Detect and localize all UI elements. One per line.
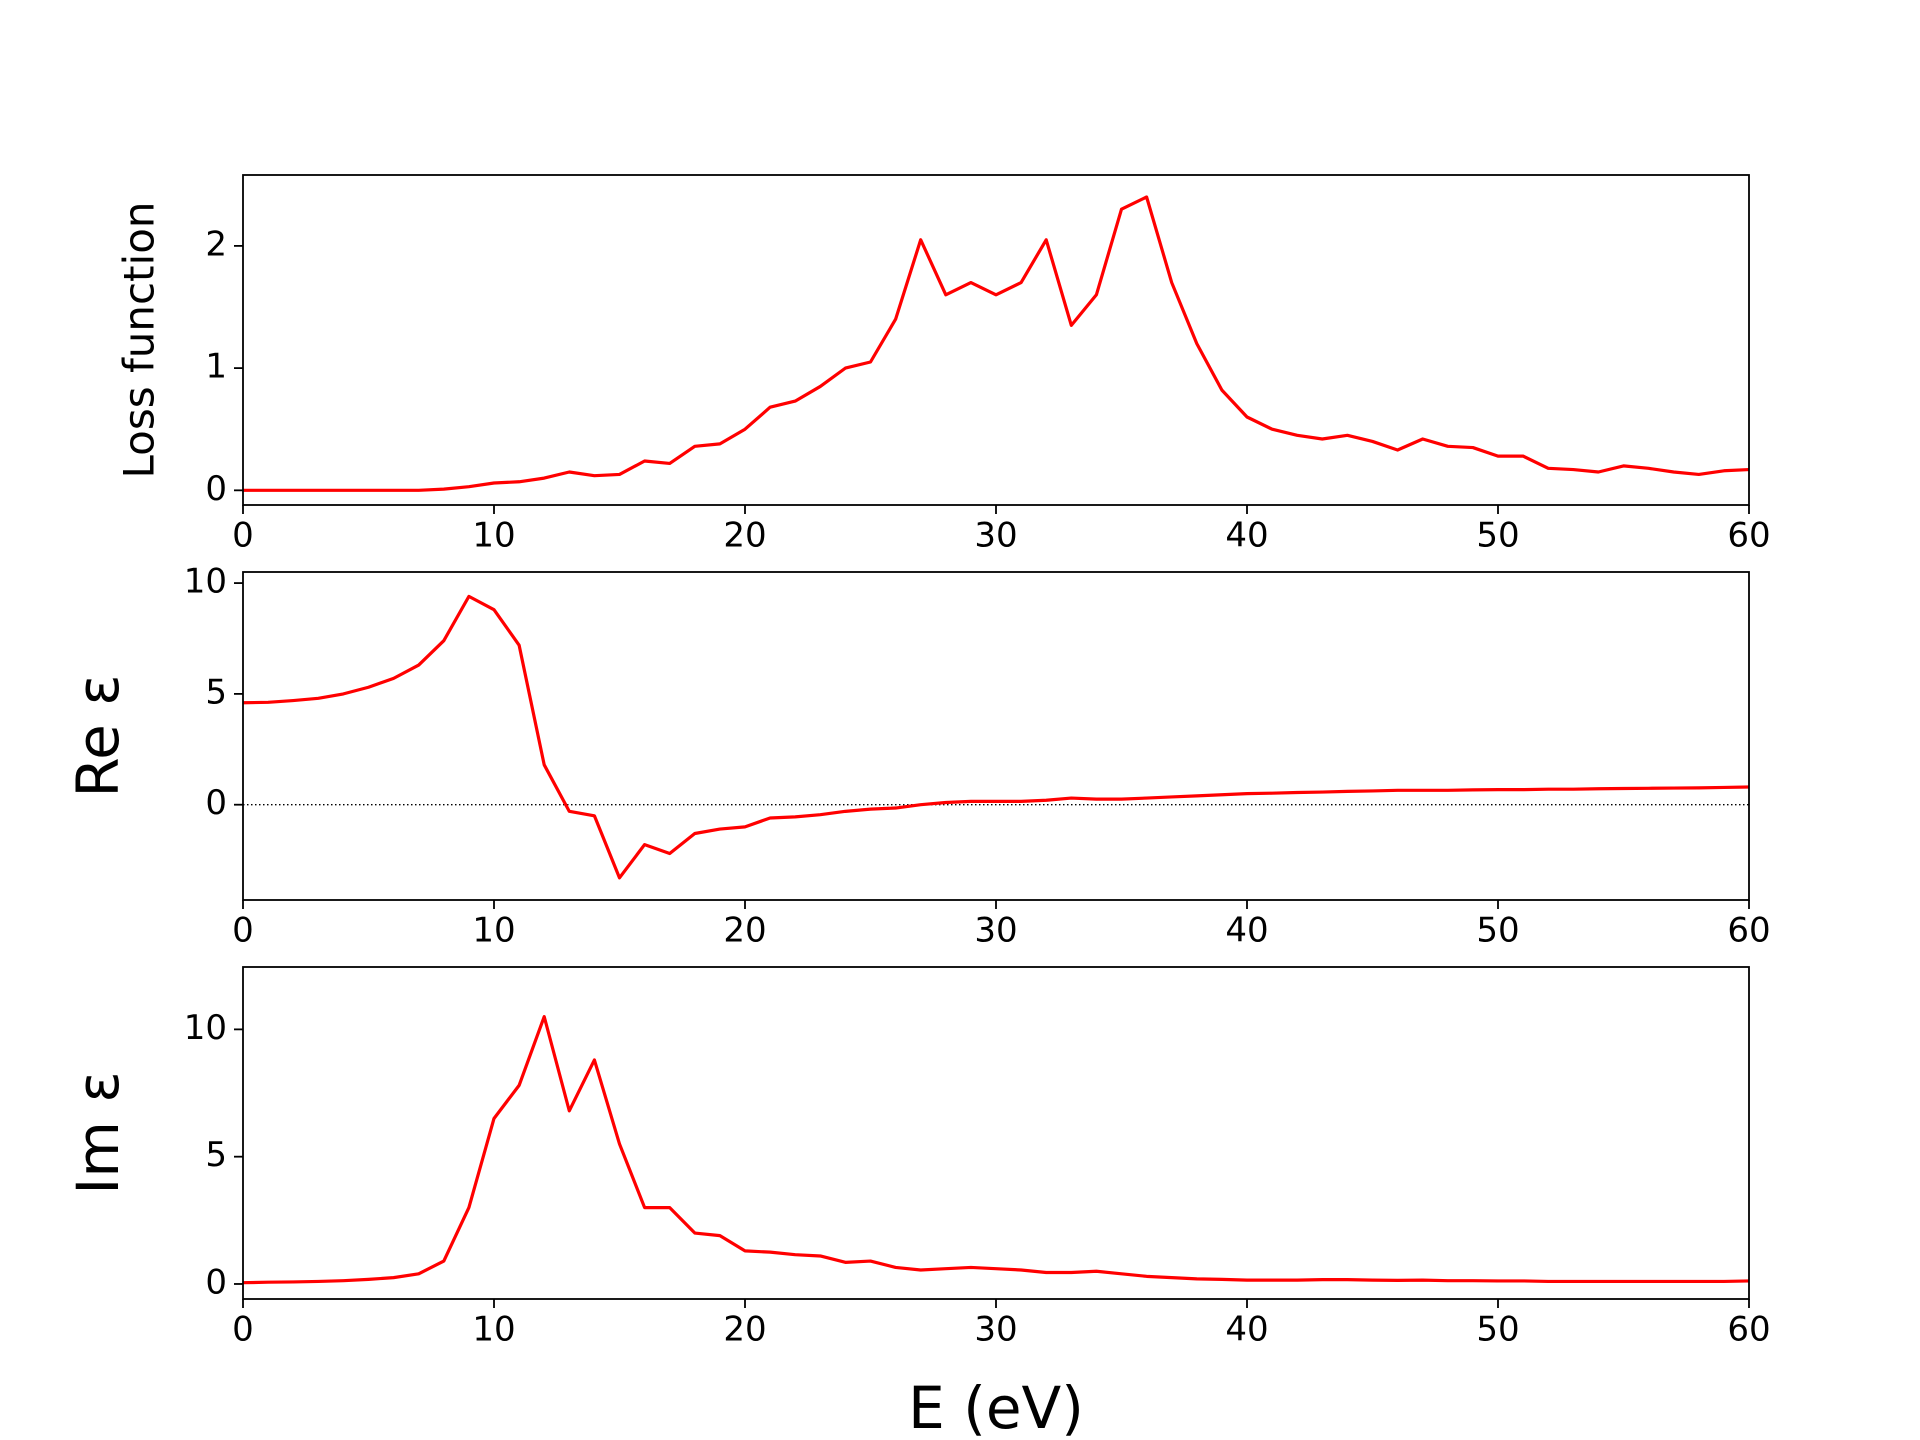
y-tick-label: 1 (205, 347, 227, 387)
x-tick-label: 50 (1476, 911, 1519, 951)
y-tick-label: 10 (184, 1008, 227, 1048)
y-axis-label: Im ε (64, 1071, 132, 1194)
x-tick-label: 30 (974, 911, 1017, 951)
x-tick-label: 10 (472, 1310, 515, 1350)
x-tick-label: 30 (974, 1310, 1017, 1350)
x-tick-label: 10 (472, 516, 515, 556)
x-tick-label: 10 (472, 911, 515, 951)
data-line (242, 594, 1750, 880)
y-tick-label: 0 (205, 1262, 227, 1302)
x-tick-label: 30 (974, 516, 1017, 556)
x-tick-label: 0 (232, 1310, 254, 1350)
y-tick-label: 10 (184, 562, 227, 602)
x-tick-label: 60 (1727, 1310, 1770, 1350)
y-tick-label: 0 (205, 469, 227, 509)
x-tick-label: 40 (1225, 911, 1268, 951)
x-tick-label: 20 (723, 516, 766, 556)
x-tick-label: 50 (1476, 516, 1519, 556)
y-tick-label: 0 (205, 783, 227, 823)
x-tick-label: 20 (723, 911, 766, 951)
y-tick-label: 5 (205, 672, 227, 712)
x-axis-label: E (eV) (908, 1374, 1084, 1440)
x-tick-label: 60 (1727, 911, 1770, 951)
data-line (242, 1015, 1750, 1285)
plot-frame (242, 571, 1750, 901)
plot-frame (242, 966, 1750, 1300)
x-tick-label: 0 (232, 516, 254, 556)
x-tick-label: 50 (1476, 1310, 1519, 1350)
x-tick-label: 20 (723, 1310, 766, 1350)
data-line (243, 195, 1750, 492)
x-tick-label: 0 (232, 911, 254, 951)
y-tick-label: 5 (205, 1135, 227, 1175)
y-tick-label: 2 (205, 224, 227, 264)
x-tick-label: 40 (1225, 1310, 1268, 1350)
x-tick-label: 60 (1727, 516, 1770, 556)
y-axis-label: Re ε (64, 674, 132, 797)
y-axis-label: Loss function (115, 201, 164, 478)
x-tick-label: 40 (1225, 516, 1268, 556)
